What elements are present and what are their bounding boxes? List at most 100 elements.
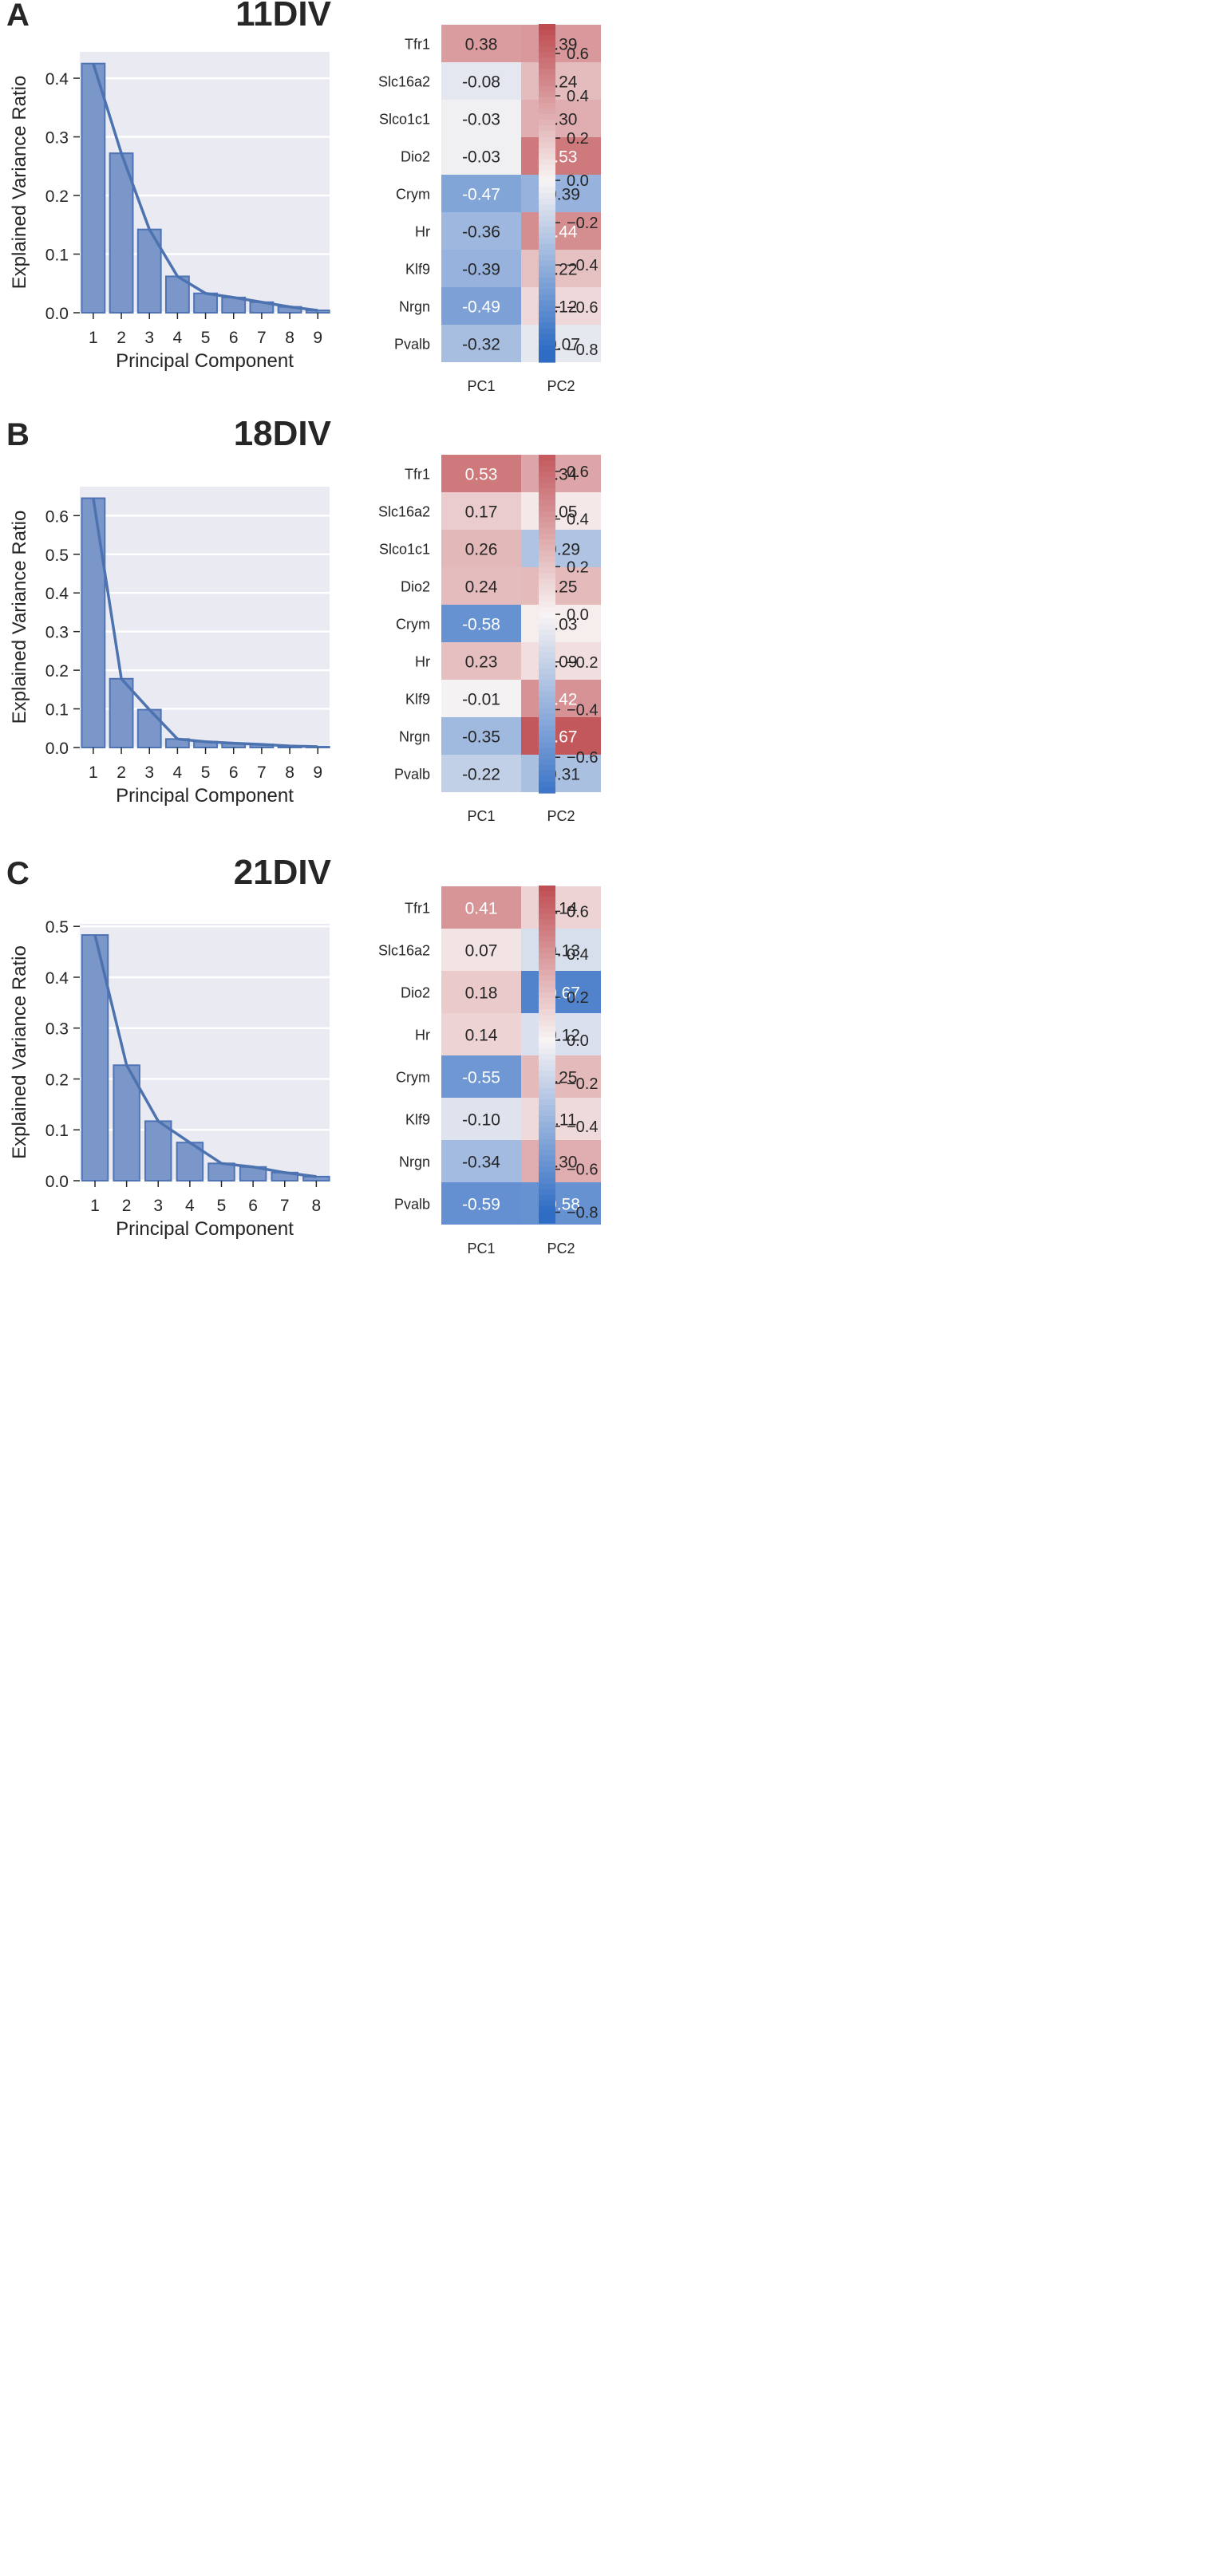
colorbar-slice [539,1183,555,1190]
panel-title: 21DIV [234,853,332,892]
cell-value: -0.55 [462,1069,500,1087]
colorbar-slice [539,254,555,262]
x-axis-label: Principal Component [116,785,294,807]
colorbar-slice [539,522,555,529]
cell-value: -0.32 [462,336,500,354]
colorbar-slice [539,97,555,104]
row-label: Klf9 [405,262,430,278]
colorbar-slice [539,1144,555,1150]
colorbar-slice [539,499,555,507]
bar-pc8 [302,1175,330,1182]
colorbar-slice [539,35,555,41]
x-tick-label: 4 [173,329,183,347]
x-tick-label: 9 [313,329,322,347]
heatmap-cell [521,971,601,1013]
heatmap-cell [521,325,601,362]
y-tick-label: 0.2 [45,1071,69,1089]
y-tick-label: 0.1 [45,247,69,265]
cell-value: 0.41 [465,900,498,918]
colorbar-slice [539,333,555,341]
row-label: Slc16a2 [378,74,430,90]
colorbar-tick-label: −0.6 [567,749,598,767]
colorbar: 0.6 0.4 0.2 0.0 −0.2 −0.4 −0.6 −0.8 [539,24,598,363]
colorbar-slice [539,85,555,93]
heatmap-cell [521,455,601,492]
colorbar-slice [539,958,555,965]
colorbar-slice [539,696,555,704]
x-tick-label: 8 [285,763,294,782]
colorbar-slice [539,770,555,777]
colorbar-slice [539,720,555,726]
row-label: Hr [415,224,430,240]
colorbar-slice [539,545,555,551]
y-tick-label: 0.3 [45,1020,69,1039]
colorbar-slice [539,969,555,976]
colorbar-tick-label: 0.4 [567,88,589,105]
x-tick-label: 4 [173,763,183,782]
x-tick-label: 2 [117,329,126,347]
colorbar-slice [539,215,555,222]
heatmap-cell [441,62,521,100]
colorbar-slice [539,164,555,172]
heatmap-cell [441,455,521,492]
colorbar-slice [539,91,555,98]
colorbar-tick-label: 0.0 [567,1032,589,1050]
colorbar-slice [539,897,555,903]
colorbar-tick-label: −0.4 [567,1118,598,1136]
colorbar-slice [539,260,555,267]
colorbar-slice [539,748,555,755]
heatmap-cell [521,605,601,642]
colorbar-slice [539,125,555,132]
colorbar-slice [539,170,555,177]
row-label: Crym [396,617,430,633]
colorbar-slice [539,691,555,698]
colorbar-slice [539,1217,555,1224]
colorbar-slice [539,1065,555,1072]
x-tick-label: 7 [280,1197,290,1215]
y-tick-label: 0.1 [45,1122,69,1140]
colorbar-slice [539,57,555,65]
x-axis-label: Principal Component [116,350,294,372]
heatmap-cell [521,175,601,212]
heatmap-cell [521,25,601,62]
x-tick-label: 8 [312,1197,322,1215]
colorbar-slice [539,562,555,568]
colorbar-slice [539,1166,555,1174]
colorbar-slice [539,249,555,256]
scree-plot: 0.0 0.1 0.2 0.3 0.4 0.5 0.6 1 2 3 4 5 6 7 8 9 Principal … [9,487,330,807]
cell-value: -0.10 [462,1111,500,1130]
colorbar-slice [539,913,555,920]
column-label: PC1 [467,378,495,394]
colorbar-slice [539,964,555,971]
colorbar-slice [539,516,555,523]
colorbar-slice [539,680,555,687]
colorbar-slice [539,1009,555,1016]
cell-value: -0.08 [462,73,500,92]
colorbar-slice [539,533,555,540]
colorbar-slice [539,153,555,160]
row-label: Hr [415,1028,430,1043]
heatmap-cell [441,755,521,792]
colorbar-slice [539,550,555,557]
colorbar-slice [539,998,555,1004]
x-tick-label: 5 [201,763,211,782]
colorbar-slice [539,764,555,771]
column-label: PC1 [467,1241,495,1256]
colorbar-slice [539,159,555,166]
colorbar-slice [539,102,555,109]
colorbar-slice [539,567,555,574]
row-label: Crym [396,187,430,203]
row-label: Nrgn [399,1154,430,1170]
colorbar-slice [539,617,555,625]
heatmap-cell [441,212,521,250]
y-tick-label: 0.1 [45,701,69,720]
x-tick-label: 3 [153,1197,163,1215]
heatmap-cell [521,680,601,717]
colorbar-slice [539,306,555,312]
y-tick-label: 0.2 [45,662,69,680]
colorbar-slice [539,238,555,245]
colorbar-slice [539,539,555,546]
colorbar-tick-label: 0.6 [567,464,589,481]
x-tick-label: 3 [144,763,154,782]
